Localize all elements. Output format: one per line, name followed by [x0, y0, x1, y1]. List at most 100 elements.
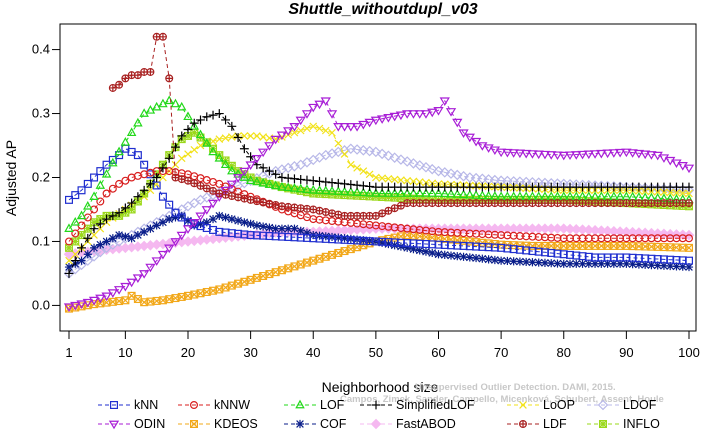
- point-cof-3-part: [83, 250, 92, 259]
- legend-marker-knn: [109, 401, 118, 410]
- point-ldof-43-part: [333, 146, 344, 158]
- point-cof-97-part: [672, 262, 681, 271]
- point-loop-25-part: [221, 134, 230, 142]
- watermark-line-2: Campos, Zimek, Sander, Campello, Micenko…: [340, 394, 664, 405]
- point-ldof-47: [358, 145, 369, 156]
- point-loop-98: [678, 189, 687, 197]
- point-lof-15: [158, 98, 168, 108]
- point-odin-48: [364, 118, 375, 128]
- point-odin-79: [558, 151, 569, 161]
- y-axis: 0.0 0.1 0.2 0.3 0.4: [32, 42, 60, 312]
- point-inflo-4-part: [90, 218, 98, 227]
- point-ldof-62: [452, 169, 463, 181]
- point-cof-54-part: [403, 243, 412, 252]
- point-cof-84: [590, 259, 600, 268]
- point-ldf-12-part: [184, 177, 192, 185]
- point-simplifiedlof-5-part: [95, 219, 105, 229]
- point-loop-29: [246, 132, 255, 140]
- point-loop-53: [397, 176, 405, 184]
- point-cof-55: [409, 245, 418, 254]
- point-loop-4: [90, 231, 98, 239]
- point-loop-95-part: [660, 188, 668, 197]
- point-lof-28-part: [239, 172, 250, 181]
- point-simplifiedlof-36-part: [290, 174, 299, 184]
- point-odin-30: [251, 154, 263, 164]
- point-loop-37: [296, 126, 305, 135]
- point-simplifiedlof-46-part: [352, 180, 362, 190]
- point-knnw-99-part: [684, 234, 693, 243]
- point-inflo-9-part: [121, 208, 130, 217]
- point-odin-60-part: [439, 97, 450, 106]
- point-ldf-23-part: [253, 197, 261, 205]
- point-simplifiedlof-21-part: [196, 115, 205, 125]
- point-simplifiedlof-31: [258, 163, 268, 173]
- point-lof-21-part: [195, 129, 206, 139]
- point-simplifiedlof-0-part: [64, 269, 74, 278]
- point-knn-17-part: [171, 208, 180, 217]
- point-odin-44-part: [339, 123, 350, 132]
- point-odin-65: [470, 137, 482, 147]
- point-odin-67: [483, 144, 494, 153]
- point-odin-53-part: [395, 111, 407, 121]
- point-lof-23-part: [208, 146, 218, 156]
- point-lof-33-part: [270, 180, 281, 190]
- legend-marker-loop: [519, 401, 527, 409]
- point-lof-37: [295, 183, 306, 193]
- x-tick-label-2: 20: [181, 345, 195, 360]
- point-ldf-18-part: [222, 191, 229, 199]
- point-odin-70-part: [502, 148, 513, 158]
- point-cof-95: [659, 261, 669, 270]
- legend-marker-knn-part: [109, 401, 118, 410]
- point-loop-50: [378, 174, 386, 182]
- legend-marker-fastabod-part: [370, 418, 382, 430]
- point-odin-85-part: [596, 149, 607, 159]
- point-cof-65-part: [471, 254, 481, 263]
- point-cof-59: [434, 250, 443, 259]
- point-odin-16-part: [164, 244, 175, 254]
- point-lof-8-part: [114, 146, 124, 156]
- point-ldf-6: [146, 67, 155, 76]
- legend-label-odin: ODIN: [134, 417, 165, 431]
- point-odin-81-part: [571, 151, 582, 160]
- point-ldof-63: [458, 170, 469, 182]
- point-cof-84-part: [590, 259, 600, 268]
- point-odin-82-part: [577, 150, 588, 160]
- point-ldf-20: [234, 193, 243, 202]
- legend-marker-inflo: [598, 420, 607, 429]
- point-cof-38: [302, 228, 312, 238]
- point-cof-27-part: [234, 216, 243, 225]
- point-odin-73-part: [521, 149, 532, 159]
- point-cof-92: [641, 260, 650, 269]
- point-odin-31: [258, 148, 269, 158]
- legend-item-knn: kNN: [98, 398, 158, 412]
- point-odin-22-part: [201, 206, 212, 215]
- point-lof-22-part: [202, 138, 212, 147]
- point-lof-60: [440, 188, 450, 198]
- point-lof-46-part: [352, 187, 362, 196]
- point-inflo-55-part: [409, 194, 418, 203]
- point-cof-0: [64, 262, 74, 272]
- point-inflo-35-part: [284, 184, 293, 193]
- point-odin-31-part: [258, 148, 269, 158]
- point-knn-5-part: [96, 167, 105, 176]
- point-odin-66-part: [477, 142, 488, 151]
- point-odin-11-part: [132, 274, 144, 283]
- point-cof-97: [672, 262, 681, 271]
- point-cof-74: [528, 258, 537, 267]
- point-ldf-9-part: [165, 74, 173, 82]
- point-inflo-56-part: [415, 195, 424, 203]
- point-odin-10-part: [126, 278, 137, 288]
- point-ldf-29-part: [291, 204, 298, 211]
- point-cof-12: [140, 227, 149, 236]
- point-lof-34: [277, 181, 287, 191]
- point-ldof-41-part: [320, 149, 332, 161]
- point-odin-50-part: [376, 115, 388, 124]
- point-ldof-46-part: [351, 144, 363, 155]
- point-cof-64-part: [465, 253, 474, 262]
- point-inflo-20-part: [190, 128, 199, 137]
- point-knn-16: [165, 200, 174, 209]
- point-knn-14-part: [152, 181, 161, 190]
- point-ldof-45: [345, 143, 357, 154]
- point-loop-26: [228, 133, 236, 141]
- point-ldf-17-part: [215, 190, 223, 197]
